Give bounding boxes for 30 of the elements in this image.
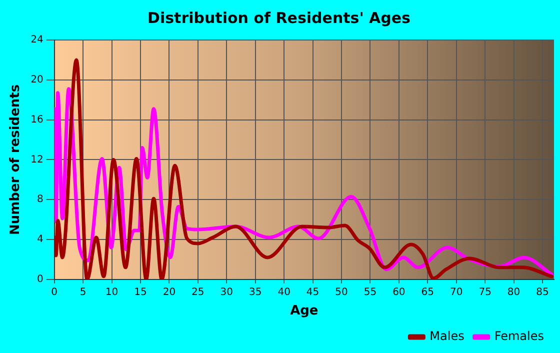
x-tick-label: 75 [478,286,492,298]
y-tick-label: 8 [36,194,44,206]
y-tick-label: 20 [30,74,44,86]
y-tick-label: 24 [30,34,44,46]
y-tick-label: 12 [30,154,44,166]
y-tick-label: 4 [36,234,44,246]
x-tick-label: 60 [392,286,406,298]
x-tick-label: 55 [364,286,377,298]
legend-label: Females [494,329,544,344]
x-tick-label: 85 [536,286,549,298]
x-tick-label: 0 [51,286,58,298]
x-tick-label: 50 [335,286,348,298]
y-tick-label: 0 [36,274,44,285]
x-tick-label: 30 [220,286,233,298]
x-tick-label: 35 [248,286,262,298]
x-tick-label: 80 [507,286,520,298]
x-axis-title: Age [290,304,318,319]
x-tick-label: 10 [105,286,118,298]
x-tick-label: 15 [134,286,147,298]
y-axis-title: Number of residents [8,84,24,236]
x-tick-label: 40 [278,286,290,298]
x-tick-label: 25 [192,286,204,298]
x-tick-label: 45 [306,286,320,298]
x-tick-label: 20 [162,286,176,298]
x-tick-label: 70 [450,286,463,298]
legend-label: Males [430,329,464,344]
x-tick-label: 5 [80,286,86,298]
y-tick-label: 16 [30,114,44,126]
x-tick-label: 65 [421,286,434,298]
chart-title: Distribution of Residents' Ages [148,8,411,27]
